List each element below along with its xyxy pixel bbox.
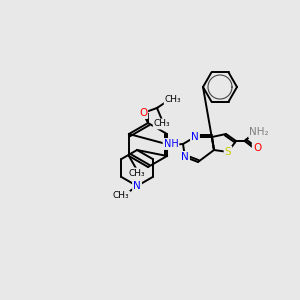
Text: N: N	[133, 181, 141, 191]
Text: CH₃: CH₃	[154, 119, 170, 128]
Text: S: S	[225, 147, 231, 157]
Text: CH₃: CH₃	[165, 95, 181, 104]
Text: NH: NH	[164, 139, 178, 149]
Text: CH₃: CH₃	[129, 169, 145, 178]
Text: CH₃: CH₃	[113, 191, 129, 200]
Text: O: O	[139, 108, 147, 118]
Text: N: N	[181, 152, 189, 162]
Text: NH₂: NH₂	[249, 127, 269, 137]
Text: N: N	[191, 132, 199, 142]
Text: O: O	[253, 143, 261, 153]
